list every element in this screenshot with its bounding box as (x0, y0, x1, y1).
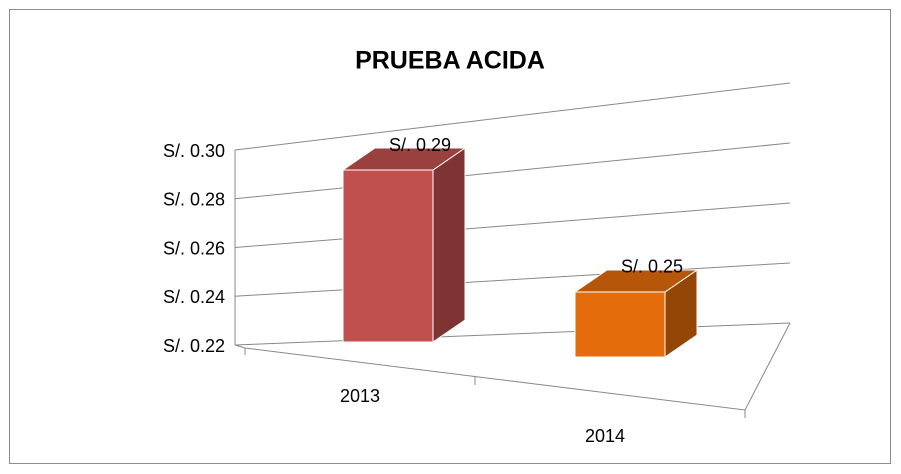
x-tick-label: 2013 (340, 386, 380, 406)
bar (342, 169, 434, 343)
y-tick-label: S/. 0.26 (163, 238, 225, 258)
grid-line (234, 82, 791, 151)
bar (574, 291, 666, 358)
grid-line (234, 262, 791, 297)
chart-title: PRUEBA ACIDA (355, 47, 545, 75)
y-tick-label: S/. 0.30 (163, 141, 225, 161)
x-tick-label: 2014 (585, 426, 625, 446)
y-tick-label: S/. 0.24 (163, 287, 225, 307)
bar-side (432, 147, 466, 343)
y-tick-label: S/. 0.28 (163, 190, 225, 210)
grid-line (234, 202, 791, 248)
data-label: S/. 0.25 (621, 257, 683, 277)
y-tick-label: S/. 0.22 (163, 336, 225, 356)
grid-line (234, 142, 791, 200)
floor-edge (234, 322, 791, 411)
data-label: S/. 0.29 (389, 135, 451, 155)
